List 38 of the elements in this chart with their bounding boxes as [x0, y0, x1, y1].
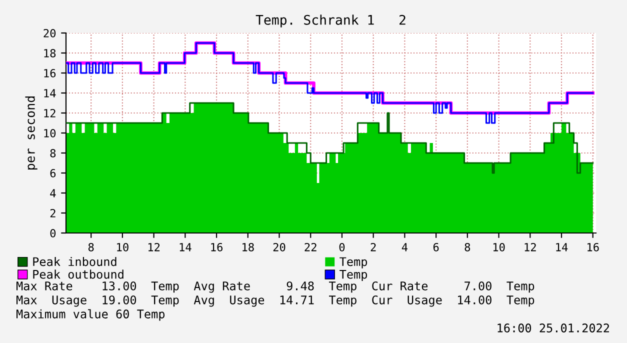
y-axis-title: per second	[25, 96, 38, 170]
x-tick-label: 0	[339, 242, 345, 252]
legend-label: Peak inbound	[33, 256, 116, 266]
y-tick-label: 12	[44, 109, 56, 118]
text: 16:00 25.01.2022	[498, 324, 609, 332]
x-tick-label: 8	[464, 242, 470, 252]
y-tick-label: 0	[50, 229, 56, 238]
x-tick-label: 2	[370, 242, 376, 252]
text: Maximum value 60 Temp	[16, 309, 165, 321]
x-tick-label: 4	[402, 243, 408, 252]
text: Max Usage 19.00 Temp Avg Usage 14.71 Temp Cur Usage 14.00 Temp	[16, 295, 534, 307]
y-tick-label: 14	[44, 89, 56, 98]
text: Max Rate 13.00 Temp Avg Rate 9.48 Temp Cur Rate 7.00 Temp	[16, 281, 534, 293]
x-tick-label: 18	[242, 242, 254, 252]
y-tick-label: 2	[50, 209, 56, 218]
x-tick-label: 10	[493, 242, 505, 252]
x-tick-label: 20	[273, 242, 286, 252]
chart-title: Temp. Schrank 1 2	[256, 14, 406, 28]
x-tick-label: 22	[304, 242, 316, 252]
x-tick-label: 14	[180, 243, 192, 252]
legend-label: Peak outbound	[33, 270, 124, 279]
legend-label: Temp	[340, 257, 368, 268]
x-tick-label: 14	[556, 243, 568, 252]
x-tick-label: 12	[148, 242, 160, 252]
y-tick-label: 10	[44, 129, 56, 138]
y-tick-label: 16	[44, 69, 56, 78]
y-tick-label: 8	[50, 149, 56, 158]
x-tick-label: 12	[524, 242, 536, 252]
x-tick-label: 6	[433, 242, 439, 252]
y-tick-label: 6	[50, 169, 56, 178]
x-tick-label: 16	[211, 242, 222, 252]
x-tick-label: 10	[117, 242, 128, 252]
y-tick-label: 4	[50, 189, 56, 198]
x-tick-label: 16	[588, 242, 599, 252]
y-tick-label: 18	[44, 49, 56, 58]
y-tick-label: 20	[44, 29, 56, 38]
legend-label: Temp	[340, 270, 368, 282]
x-tick-label: 8	[88, 242, 94, 252]
